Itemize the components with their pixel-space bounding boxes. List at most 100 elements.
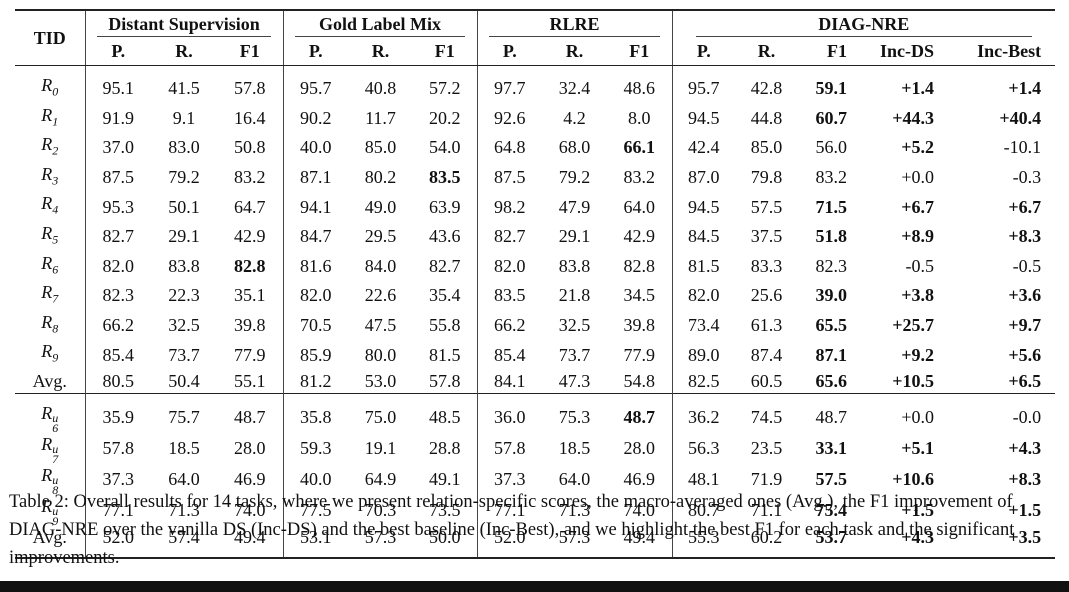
score-cell: 37.5 [750,226,783,247]
score-cell: +40.4 [999,107,1042,128]
score-cell: +9.2 [901,344,935,365]
spacer-cell [671,65,736,74]
score-cell: 64.0 [558,468,591,489]
score-cell: 89.0 [671,340,736,370]
tid-sub: 2 [52,143,59,158]
data-row: R5 82.7 29.1 42.9 84.7 29.5 43.6 82.7 29.1 42.9 84… [15,221,1055,252]
spacer-cell [348,392,414,402]
score-cell: +8.3 [1008,468,1042,489]
column-header: Inc-Best [948,38,1056,66]
score-cell: 23.5 [750,437,783,458]
score-cell: 35.1 [234,285,266,306]
spacer-cell [15,66,85,75]
spacer-cell [798,548,862,559]
score-cell: 83.8 [168,255,200,276]
score-cell: 87.5 [476,162,543,193]
data-row: R9 85.4 73.7 77.9 85.9 80.0 81.5 85.4 73.7 77.9 89… [15,340,1055,370]
score-cell: 48.7 [623,406,656,427]
tid-cell: Avg. [15,370,85,394]
spacer-cell [948,548,1056,559]
score-cell: +5.6 [1008,344,1042,365]
tid-sub: 9 [52,350,59,365]
score-cell: 28.0 [623,437,656,458]
data-row: R1 91.9 9.1 16.4 90.2 11.7 20.2 92.6 4.2 8.0 94.5 4… [15,103,1055,134]
score-cell: 34.5 [623,285,656,306]
score-cell: 49.1 [429,468,461,489]
group-header: RLRE [476,9,673,38]
score-cell: 21.8 [558,285,591,306]
bottom-bar [0,581,1069,592]
score-cell: 60.7 [815,107,848,128]
score-cell: 83.8 [558,255,591,276]
score-cell: +6.7 [1008,196,1042,217]
score-cell: 59.1 [815,78,848,99]
score-cell: 83.2 [815,167,848,188]
score-cell: 18.5 [558,437,591,458]
score-cell: 42.9 [234,226,266,247]
tid-sub: 0 [52,84,59,99]
group-label: Gold Label Mix [295,13,465,37]
score-cell: 37.3 [84,463,151,495]
score-cell: 56.0 [815,137,848,158]
score-cell: 73.7 [558,344,591,365]
header-row: TID Distant Supervision Gold Label Mix RLRE… [15,9,1056,66]
tid-base: R [41,311,53,332]
score-cell: 55.1 [234,370,266,391]
score-cell: 49.4 [623,526,656,547]
score-cell: 83.3 [750,255,783,276]
score-cell: 79.8 [750,167,783,188]
score-cell: 75.0 [364,406,397,427]
score-cell: +8.9 [901,226,935,247]
tid-cell: R6 [15,252,85,282]
score-cell: 41.5 [168,78,200,99]
score-cell: 36.2 [671,401,736,433]
score-cell: 42.4 [671,133,736,163]
data-row: R3 87.5 79.2 83.2 87.1 80.2 83.5 87.5 79.2 83.2 87… [15,162,1055,193]
score-cell: 77.5 [282,494,349,526]
tid-cell: R3 [15,163,85,193]
score-cell: +1.5 [901,499,935,520]
tid-sub: 6 [52,420,59,435]
score-cell: 60.5 [750,370,783,391]
score-cell: 64.7 [234,196,266,217]
column-header: R. [348,38,414,66]
score-cell: 85.4 [476,340,543,370]
score-cell: 83.5 [476,281,543,311]
score-cell: 71.3 [558,499,591,520]
spacer-row [15,65,1055,75]
spacer-cell [861,548,949,559]
tid-sub: 7 [52,291,59,306]
score-cell: 50.1 [168,196,200,217]
score-cell: 87.5 [84,162,151,193]
score-cell: 70.3 [364,499,397,520]
score-cell: 98.2 [476,192,543,222]
tid-header: TID [15,9,85,66]
score-cell: 25.6 [750,285,783,306]
spacer-cell [735,392,799,402]
score-cell: 57.8 [429,370,461,391]
score-cell: 49.4 [234,526,266,547]
column-header: F1 [798,38,862,66]
score-cell: 94.5 [671,192,736,222]
score-cell: 83.2 [234,167,266,188]
tid-base: R [41,495,53,516]
score-cell: 73.5 [429,499,461,520]
score-cell: 66.1 [623,137,656,158]
score-cell: 84.1 [476,369,543,394]
score-cell: +1.5 [1008,499,1042,520]
data-row: R0 95.1 41.5 57.8 95.7 40.8 57.2 97.7 32.4 48.6 95… [15,74,1055,104]
spacer-cell [282,65,349,74]
score-cell: 51.8 [815,226,848,247]
tid-sub: 4 [52,202,59,217]
tid-sub: 8 [52,321,59,336]
spacer-cell [151,392,217,402]
score-cell: 54.0 [429,137,461,158]
score-cell: 22.3 [168,285,200,306]
tid-base: R [41,193,53,214]
score-cell: 57.8 [234,78,266,99]
group-header: DIAG-NRE [671,9,1056,38]
data-row: Avg. 80.5 50.4 55.1 81.2 53.0 57.8 84.1 47.3 54.8… [15,369,1055,394]
